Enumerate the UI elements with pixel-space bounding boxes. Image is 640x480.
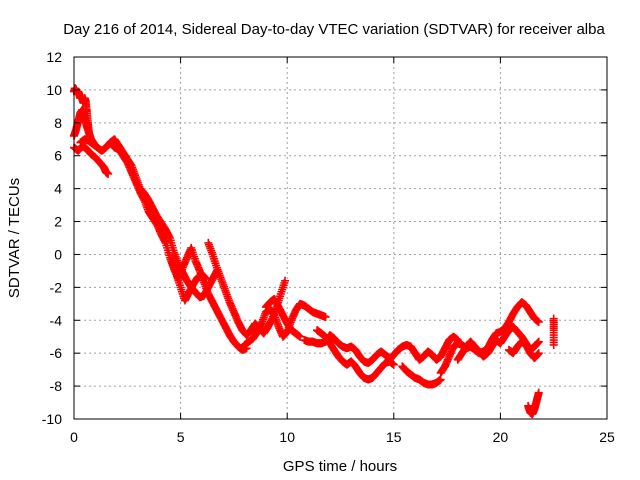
data-points [70, 84, 558, 419]
y-tick-label: 10 [46, 82, 62, 98]
series-track-13 [398, 362, 445, 389]
x-tick-label: 5 [177, 429, 185, 445]
series-track-2 [70, 84, 93, 137]
data-point-marker [534, 388, 543, 397]
data-point-marker [104, 169, 113, 178]
y-axis-label: SDTVAR / TECUs [6, 178, 23, 298]
y-tick-label: 12 [46, 49, 62, 65]
series-track-16 [504, 337, 543, 363]
series-track-3 [70, 141, 113, 178]
x-tick-label: 0 [70, 429, 78, 445]
y-tick-label: 0 [54, 246, 62, 262]
y-tick-label: 8 [54, 115, 62, 131]
y-tick-label: -4 [50, 312, 63, 328]
x-tick-label: 20 [493, 429, 509, 445]
series-track-12 [385, 332, 462, 364]
plot-frame [73, 56, 608, 420]
data-point-marker [295, 332, 304, 341]
y-tick-label: -6 [50, 345, 63, 361]
data-point-marker [202, 275, 211, 284]
data-point-marker [534, 317, 543, 326]
x-tick-label: 10 [279, 429, 295, 445]
data-point-marker [321, 312, 330, 321]
y-tick-label: 6 [54, 148, 62, 164]
y-tick-label: -8 [50, 378, 63, 394]
axis-ticks [73, 56, 608, 420]
series-track-9 [261, 294, 304, 341]
data-point-marker [389, 360, 398, 369]
series-track-5 [106, 138, 251, 354]
y-tick-label: -2 [50, 279, 63, 295]
data-point-marker [549, 340, 558, 349]
series-track-10 [300, 331, 394, 368]
y-tick-label: -10 [42, 411, 62, 427]
data-point-marker [534, 337, 543, 346]
x-tick-label: 25 [599, 429, 615, 445]
data-point-marker [534, 349, 543, 358]
series-track-8 [240, 299, 330, 349]
tick-labels: 0 5 10 15 20 25 -10 -8 -6 -4 -2 0 2 4 6 8 10 12 [42, 49, 615, 445]
y-tick-label: 2 [54, 214, 62, 230]
chart-title: Day 216 of 2014, Sidereal Day-to-day VTE… [63, 21, 605, 38]
grid-lines [74, 57, 607, 419]
series-track-18 [549, 314, 558, 349]
data-point-marker [281, 276, 290, 285]
y-tick-label: 4 [54, 181, 62, 197]
series-track-17 [524, 388, 543, 419]
series-track-6 [168, 258, 211, 305]
data-point-marker [84, 128, 93, 137]
series-track-11 [313, 326, 398, 384]
x-axis-label: GPS time / hours [283, 458, 397, 475]
x-tick-label: 15 [386, 429, 402, 445]
